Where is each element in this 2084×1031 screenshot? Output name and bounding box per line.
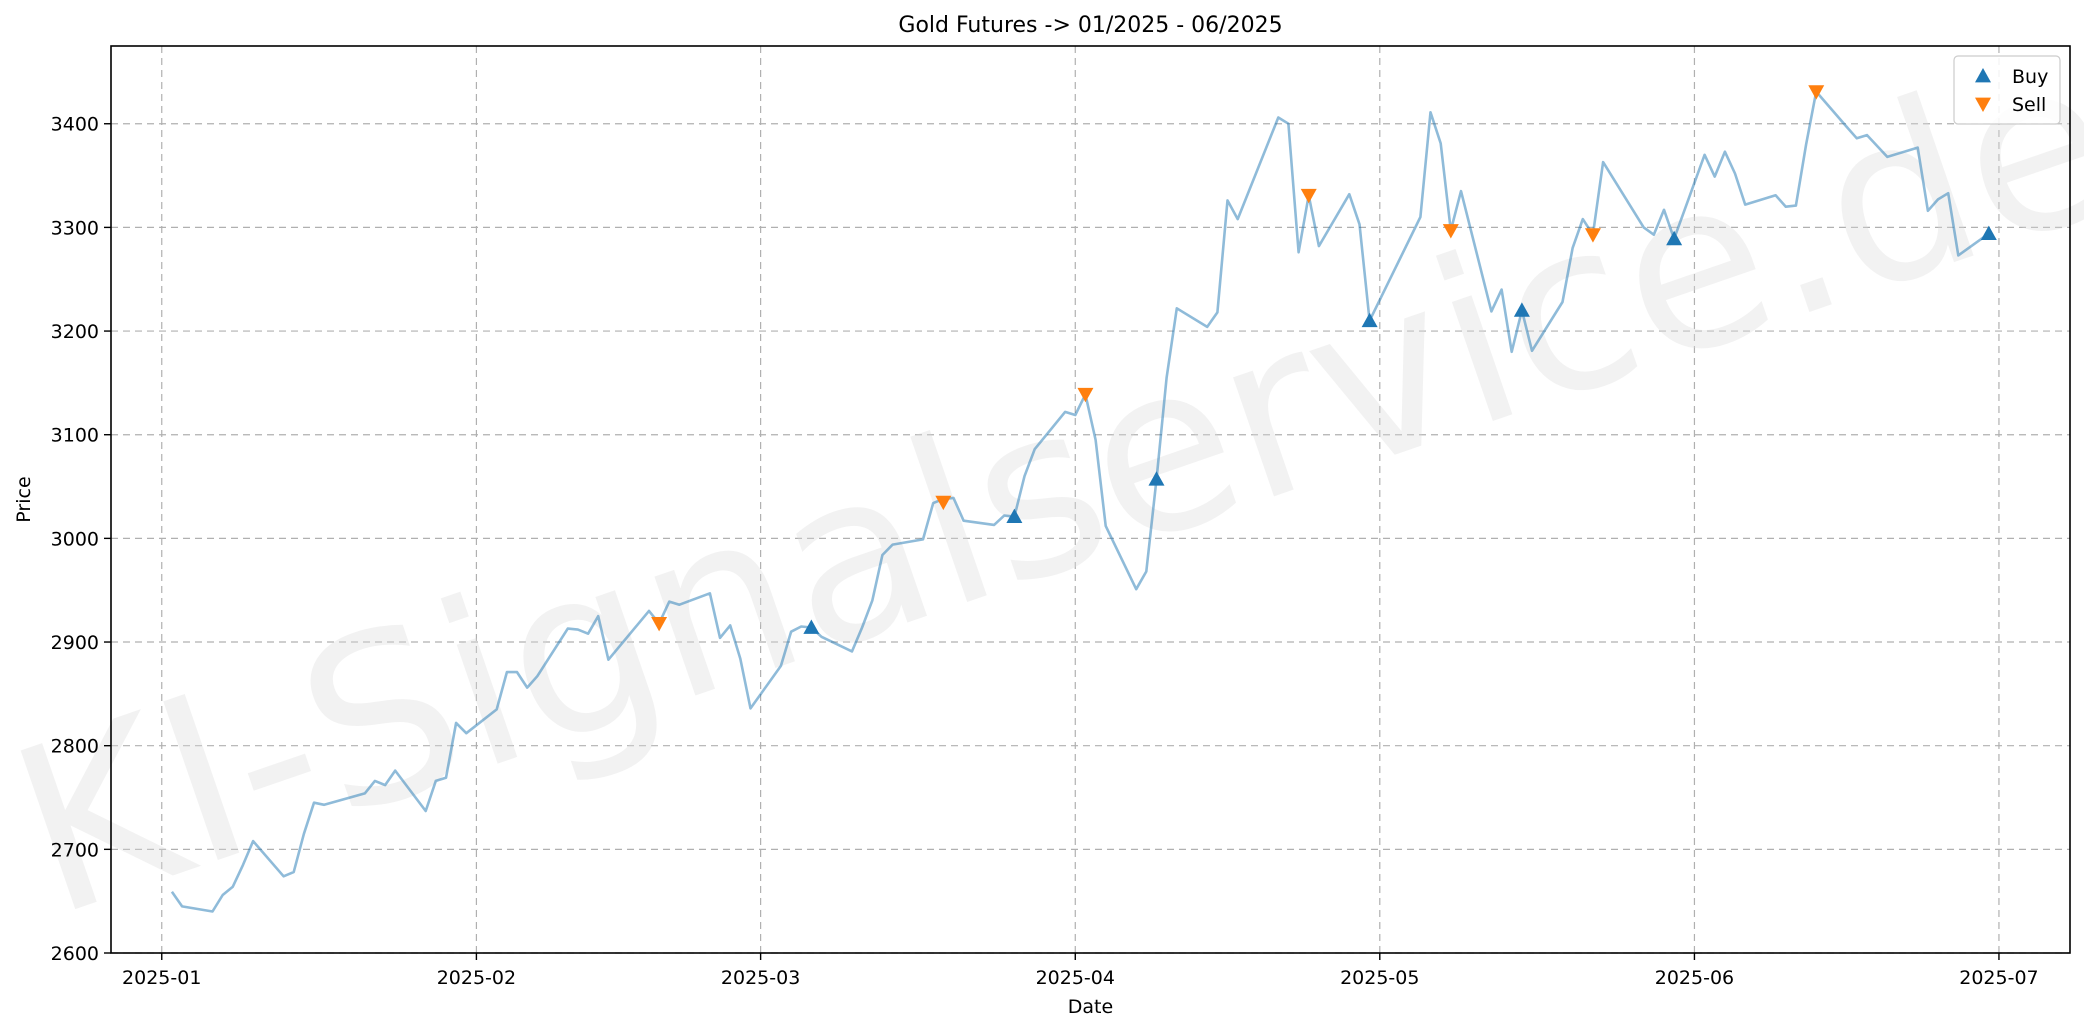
buy-marker (1513, 302, 1530, 317)
sell-marker (1300, 188, 1317, 204)
buy-marker (1361, 312, 1378, 328)
legend-sell-marker (1975, 97, 1991, 112)
legend-buy-label: Buy (2012, 66, 2048, 88)
y-tick-label: 3400 (51, 114, 99, 136)
legend: Buy Sell (1953, 55, 2061, 125)
buy-marker (1980, 225, 1997, 241)
y-tick-label: 3100 (51, 425, 99, 447)
y-tick-label: 3000 (51, 528, 99, 550)
axis-ticks: 2600 2700 2800 2900 3000 3100 3200 3300 3400 2025… (51, 114, 2039, 989)
sell-marker (1077, 387, 1094, 403)
y-axis-label: Price (13, 476, 35, 522)
x-tick-label: 2025-07 (1959, 967, 2038, 989)
axes-frame (110, 45, 2071, 954)
legend-sell-label: Sell (2012, 94, 2046, 116)
plot-area (170, 85, 1997, 913)
x-tick-label: 2025-04 (1036, 967, 1115, 989)
buy-marker (1006, 508, 1023, 524)
x-tick-label: 2025-03 (721, 967, 800, 989)
y-tick-label: 2700 (51, 839, 99, 861)
y-tick-label: 3300 (51, 217, 99, 239)
buy-marker (1666, 230, 1683, 246)
y-tick-label: 2900 (51, 632, 99, 654)
buy-marker (803, 619, 820, 634)
sell-marker (1442, 224, 1459, 239)
watermark-text: KI-Signalservice.de (0, 2, 2084, 968)
sell-marker (1808, 85, 1825, 100)
chart-title: Gold Futures -> 01/2025 - 06/2025 (898, 13, 1282, 38)
y-tick-label: 2600 (51, 943, 99, 965)
x-tick-label: 2025-02 (437, 967, 516, 989)
sell-marker (651, 616, 668, 632)
sell-marker (1584, 228, 1601, 243)
x-tick-label: 2025-05 (1340, 967, 1419, 989)
grid (111, 46, 2070, 954)
sell-marker (935, 495, 952, 511)
y-tick-label: 2800 (51, 736, 99, 758)
x-axis-label: Date (1068, 996, 1113, 1018)
y-tick-label: 3200 (51, 321, 99, 343)
legend-buy-marker (1975, 68, 1991, 83)
x-tick-label: 2025-06 (1655, 967, 1734, 989)
x-tick-label: 2025-01 (122, 967, 201, 989)
buy-marker (1148, 471, 1165, 486)
